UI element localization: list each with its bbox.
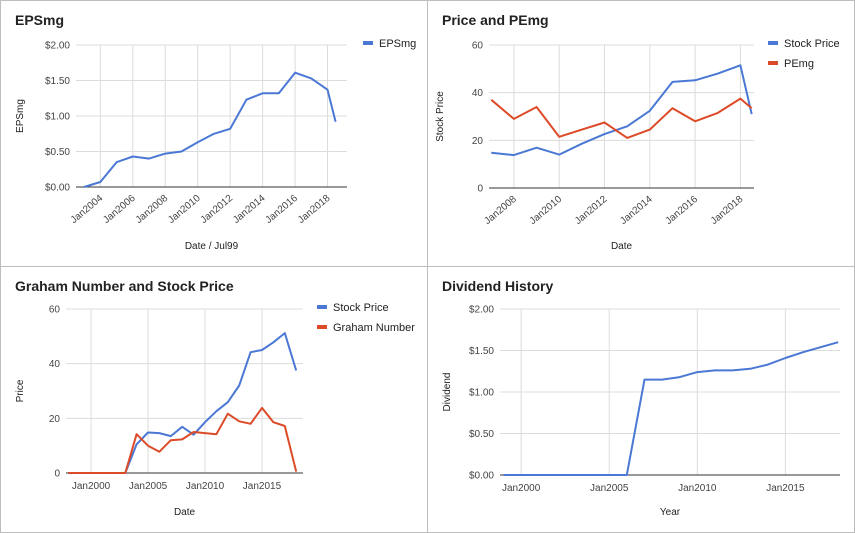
x-tick-label: Jan2005 [590,483,629,494]
x-tick-label: Jan2010 [678,483,717,494]
legend-label: Graham Number [333,322,415,334]
y-axis-title: EPSmg [15,99,26,133]
x-tick-label: Jan2006 [101,193,138,226]
y-tick-label: $1.00 [469,388,494,399]
y-tick-label: 20 [472,136,484,147]
y-tick-label: 60 [49,305,61,316]
x-tick-label: Jan2014 [618,194,655,227]
chart-title: Price and PEmg [442,12,549,28]
x-axis-title: Date [174,507,196,518]
y-tick-label: $0.00 [469,471,494,482]
y-tick-label: $1.50 [45,76,70,87]
eps-chart-panel: EPSmg $0.00 $0.50 $1.00 $1.50 $2.00 Jan2004 Ja… [0,0,428,267]
graham-chart-panel: Graham Number and Stock Price 0 20 40 60 Jan… [0,266,428,533]
dividend-chart: $0.00 $0.50 $1.00 $1.50 $2.00 Jan2000 Jan2005 J… [442,305,840,518]
y-tick-label: $2.00 [45,41,70,52]
y-tick-label: $0.50 [469,429,494,440]
y-axis-title: Price [15,379,26,402]
x-tick-label: Jan2018 [709,194,746,227]
series-line-pemg [490,97,753,139]
x-axis-title: Date / Jul99 [185,241,239,252]
y-axis-title: Dividend [442,373,453,412]
price-pe-chart-panel: Price and PEmg 0 20 40 60 Jan2008 Jan2010 Jan2… [427,0,855,267]
graham-chart: 0 20 40 60 Jan2000 Jan2005 Jan2010 Jan2015 Date P… [15,302,415,518]
y-tick-label: $2.00 [469,305,494,316]
series-line-epsmg [83,71,337,188]
x-tick-label: Jan2016 [264,193,301,226]
series-line-graham-number [68,406,298,474]
y-axis-title: Stock Price [435,91,446,142]
y-tick-label: 0 [54,469,60,480]
y-tick-label: $0.50 [45,147,70,158]
chart-title: Graham Number and Stock Price [15,278,234,294]
x-tick-label: Jan2010 [166,193,203,226]
legend-label: Stock Price [333,302,389,314]
legend-swatch [768,41,778,45]
y-tick-label: $1.00 [45,112,70,123]
x-tick-label: Jan2012 [573,194,610,227]
legend-swatch [363,41,373,45]
x-tick-label: Jan2008 [134,193,171,226]
y-tick-label: 0 [477,184,483,195]
legend-swatch [768,61,778,65]
x-tick-label: Jan2010 [528,194,565,227]
legend-label: EPSmg [379,38,416,50]
legend-label: Stock Price [784,38,840,50]
x-tick-label: Jan2000 [502,483,541,494]
chart-title: Dividend History [442,278,554,294]
series-line-0 [503,341,839,476]
x-axis-title: Date [611,241,633,252]
y-tick-label: $0.00 [45,183,70,194]
x-tick-label: Jan2014 [231,193,268,226]
x-tick-label: Jan2008 [482,194,519,227]
chart-title: EPSmg [15,12,65,28]
dividend-chart-panel: Dividend History $0.00 $0.50 $1.00 $1.50 $2.… [427,266,855,533]
x-tick-label: Jan2015 [243,481,282,492]
x-tick-label: Jan2004 [69,193,106,226]
y-tick-label: $1.50 [469,346,494,357]
price-pe-chart: 0 20 40 60 Jan2008 Jan2010 Jan2012 Jan2014 Jan20… [435,38,840,252]
legend-label: PEmg [784,58,814,70]
eps-chart: $0.00$0.50$1.00$1.50$2.00Jan2004Jan2006J… [15,38,416,252]
x-tick-label: Jan2018 [296,193,333,226]
x-tick-label: Jan2000 [72,481,111,492]
x-tick-label: Jan2005 [129,481,168,492]
x-axis-title: Year [660,507,681,518]
x-tick-label: Jan2012 [199,193,236,226]
series-line-stock-price [491,64,753,157]
x-tick-label: Jan2015 [766,483,805,494]
y-tick-label: 40 [49,359,61,370]
legend-swatch [317,305,327,309]
x-tick-label: Jan2010 [186,481,225,492]
y-tick-label: 60 [472,41,484,52]
x-tick-label: Jan2016 [664,194,701,227]
y-tick-label: 20 [49,414,61,425]
legend-swatch [317,325,327,329]
y-tick-label: 40 [472,88,484,99]
